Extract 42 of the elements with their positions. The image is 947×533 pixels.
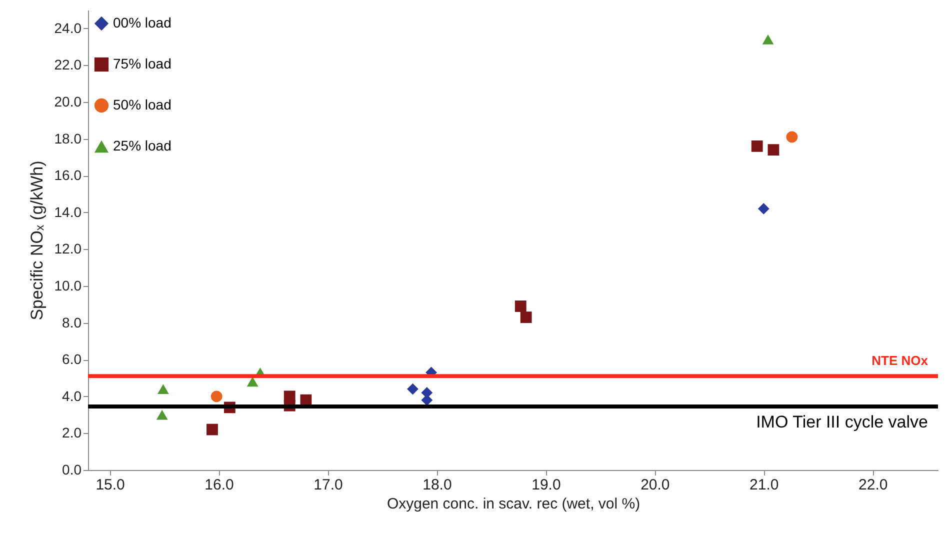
point [762,34,774,44]
y-tick-label: 24.0 [54,20,82,36]
point [407,383,418,395]
legend-label: 00% load [113,14,172,30]
point [246,376,258,387]
y-tick-label: 20.0 [54,94,82,110]
x-tick-label: 15.0 [96,476,125,494]
x-axis-title: Oxygen conc. in scav. rec (wet, vol %) [386,496,640,512]
point [751,140,763,152]
y-tick-label: 6.0 [62,351,82,368]
y-tick-label: 12.0 [54,240,82,257]
x-tick-label: 22.0 [858,476,888,494]
point [768,144,780,156]
ref-line-label: IMO Tier III cycle valve [756,412,928,432]
y-tick-label: 4.0 [62,388,82,404]
y-tick-label: 14.0 [54,204,82,220]
point [758,203,770,214]
y-tick-label: 22.0 [54,56,82,73]
y-tick-label: 18.0 [54,130,82,146]
point [157,384,169,394]
y-tick-label: 0.0 [62,462,82,478]
y-tick-label: 10.0 [54,278,82,294]
x-tick-label: 21.0 [750,476,779,494]
point [520,312,532,323]
point [206,424,218,436]
x-tick-label: 18.0 [422,476,452,494]
y-tick-label: 2.0 [62,424,82,441]
point [210,390,222,402]
x-tick-label: 20.0 [640,476,670,494]
legend-label: 50% load [113,96,172,112]
y-tick-label: 16.0 [54,167,82,184]
point [786,131,798,143]
x-tick-label: 17.0 [314,476,343,494]
x-tick-label: 16.0 [204,476,234,494]
ref-line-label: NTE NOx [872,353,929,368]
legend-label: 75% load [113,56,172,72]
point [156,410,168,420]
y-tick-label: 8.0 [62,314,82,330]
legend-label: 25% load [113,138,172,154]
point [514,300,526,312]
y-axis-title: Specific NOₓ (g/kWh) [27,160,46,320]
x-tick-label: 19.0 [532,476,561,494]
